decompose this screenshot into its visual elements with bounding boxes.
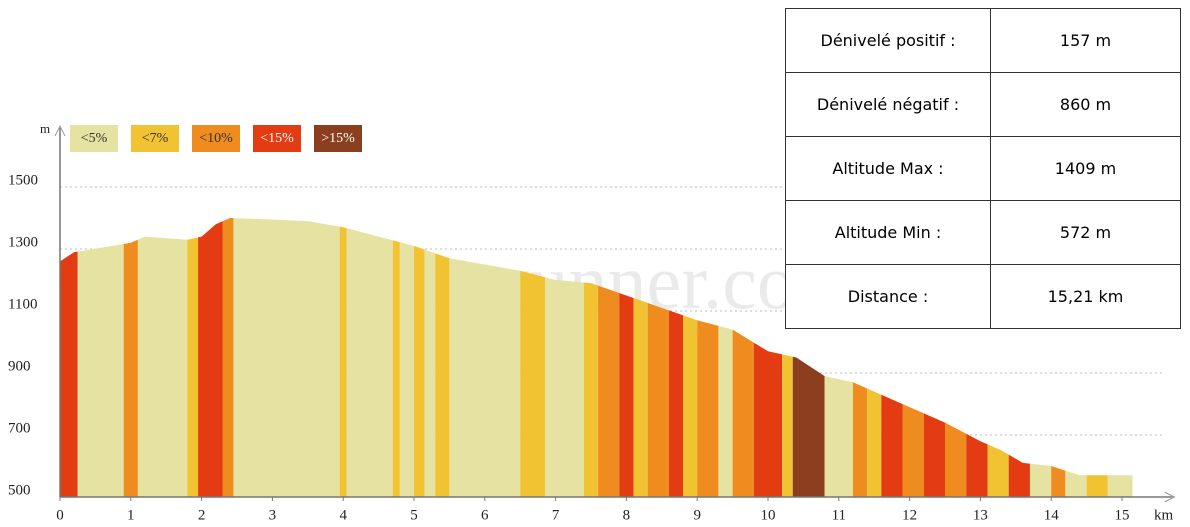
slope-band [60, 218, 78, 497]
y-tick-label: 1300 [8, 234, 38, 250]
slope-band [392, 218, 400, 497]
x-tick-label: 7 [552, 507, 560, 523]
slope-band [598, 218, 620, 497]
slope-band [718, 218, 733, 497]
stat-value: 860 m [990, 72, 1181, 137]
x-tick-label: 12 [902, 507, 917, 523]
legend-label: <15% [260, 131, 294, 146]
x-axis-label: km [1154, 507, 1174, 523]
x-tick-label: 6 [481, 507, 489, 523]
legend-swatch [253, 125, 301, 152]
slope-band [198, 218, 223, 497]
x-tick-label: 9 [693, 507, 701, 523]
y-tick-label: 500 [8, 482, 31, 498]
slope-band [619, 218, 634, 497]
x-tick-label: 8 [623, 507, 631, 523]
slope-band [633, 218, 648, 497]
stats-row: Distance :15,21 km [785, 264, 1181, 329]
slope-band [544, 218, 584, 497]
stat-label: Altitude Max : [785, 136, 991, 201]
x-tick-label: 13 [973, 507, 988, 523]
slope-band [233, 218, 340, 497]
slope-band [339, 218, 347, 497]
x-tick-label: 1 [127, 507, 135, 523]
stats-row: Altitude Min :572 m [785, 200, 1181, 265]
y-tick-label: 1100 [8, 296, 37, 312]
x-tick-label: 0 [56, 507, 64, 523]
x-tick-label: 11 [832, 507, 846, 523]
stat-label: Dénivelé négatif : [785, 72, 991, 137]
stat-value: 1409 m [990, 136, 1181, 201]
x-tick-label: 4 [339, 507, 347, 523]
x-tick-label: 5 [410, 507, 418, 523]
x-tick-label: 15 [1115, 507, 1130, 523]
y-tick-label: 700 [8, 420, 31, 436]
slope-band [222, 218, 234, 497]
slope-band [77, 218, 124, 497]
slope-band [346, 218, 393, 497]
x-tick-label: 10 [761, 507, 776, 523]
x-tick-label: 14 [1044, 507, 1060, 523]
slope-band [435, 218, 450, 497]
slope-band [782, 218, 793, 497]
slope-band [753, 218, 783, 497]
slope-band [732, 218, 754, 497]
slope-band [520, 218, 545, 497]
slope-band [187, 218, 199, 497]
slope-band [399, 218, 414, 497]
stats-row: Dénivelé négatif :860 m [785, 72, 1181, 137]
legend-label: <5% [81, 131, 108, 146]
slope-band [647, 218, 669, 497]
slope-band [137, 218, 188, 497]
stat-label: Altitude Min : [785, 200, 991, 265]
x-axis-arrow [1164, 491, 1176, 503]
legend-swatch [131, 125, 179, 152]
stats-row: Altitude Max :1409 m [785, 136, 1181, 201]
y-axis-arrow [54, 124, 66, 137]
stat-value: 157 m [990, 8, 1181, 73]
stat-value: 572 m [990, 200, 1181, 265]
x-tick-label: 2 [198, 507, 206, 523]
y-axis-label: m [40, 121, 50, 136]
slope-band [668, 218, 684, 497]
legend-swatch [70, 125, 118, 152]
slope-band [697, 218, 719, 497]
legend-swatch [314, 125, 362, 152]
stats-row: Dénivelé positif :157 m [785, 8, 1181, 73]
slope-band [683, 218, 698, 497]
y-tick-label: 900 [8, 358, 31, 374]
slope-band [414, 218, 425, 497]
stats-table: Dénivelé positif :157 m Dénivelé négatif … [785, 8, 1181, 329]
stat-label: Dénivelé positif : [785, 8, 991, 73]
legend-label: >15% [321, 131, 355, 146]
x-tick-label: 3 [269, 507, 277, 523]
stat-value: 15,21 km [990, 264, 1181, 329]
slope-band [123, 218, 138, 497]
legend-swatch [192, 125, 240, 152]
slope-band [424, 218, 436, 497]
y-tick-label: 1500 [8, 172, 38, 188]
slope-band [449, 218, 521, 497]
stat-label: Distance : [785, 264, 991, 329]
legend-label: <10% [199, 131, 233, 146]
slope-band [583, 218, 599, 497]
legend-label: <7% [142, 131, 169, 146]
